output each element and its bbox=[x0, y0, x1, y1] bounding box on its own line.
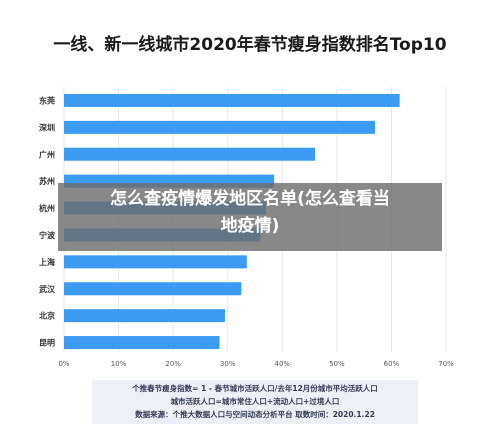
x-tick-label: 0% bbox=[58, 360, 69, 368]
category-label: 苏州 bbox=[39, 176, 55, 186]
chart-title: 一线、新一线城市2020年春节瘦身指数排名Top10 bbox=[53, 35, 447, 55]
notes-box bbox=[92, 380, 418, 424]
category-label: 东莞 bbox=[39, 95, 55, 105]
category-label: 昆明 bbox=[39, 338, 55, 348]
bar bbox=[64, 120, 376, 134]
bar bbox=[64, 309, 225, 323]
category-label: 深圳 bbox=[39, 122, 55, 132]
category-label: 广州 bbox=[39, 149, 55, 159]
x-tick-label: 70% bbox=[438, 360, 454, 368]
note-line-3: 数据来源：个推大数据人口与空间动态分析平台 取数时间：2020.1.22 bbox=[135, 410, 375, 419]
x-tick-label: 40% bbox=[275, 360, 291, 368]
overlay-title-line-2: 地疫情) bbox=[220, 216, 280, 236]
x-tick-label: 10% bbox=[111, 360, 127, 368]
note-line-1: 个推春节瘦身指数= 1 - 春节城市活跃人口/去年12月份城市平均活跃人口 bbox=[132, 384, 378, 393]
article-overlay-title[interactable]: 怎么查疫情爆发地区名单(怎么查看当 地疫情) bbox=[58, 186, 442, 240]
bar bbox=[64, 336, 220, 350]
category-label: 杭州 bbox=[39, 203, 55, 213]
bar bbox=[64, 255, 247, 269]
category-label: 上海 bbox=[39, 257, 55, 267]
x-tick-label: 60% bbox=[384, 360, 400, 368]
category-label: 北京 bbox=[39, 311, 55, 321]
overlay-title-line-1: 怎么查疫情爆发地区名单(怎么查看当 bbox=[110, 189, 390, 209]
bar bbox=[64, 147, 316, 161]
bar bbox=[64, 93, 400, 107]
x-tick-label: 50% bbox=[329, 360, 345, 368]
category-label: 武汉 bbox=[39, 284, 56, 294]
article-overlay-banner[interactable] bbox=[58, 183, 442, 251]
bar bbox=[64, 282, 242, 296]
x-tick-labels: 0% 10% 20% 30% 40% 50% 60% 70% bbox=[58, 360, 454, 368]
category-label: 宁波 bbox=[39, 230, 56, 240]
note-line-2: 城市活跃人口=城市常住人口+流动人口+过境人口 bbox=[170, 397, 340, 406]
x-tick-label: 30% bbox=[220, 360, 236, 368]
x-tick-label: 20% bbox=[165, 360, 181, 368]
